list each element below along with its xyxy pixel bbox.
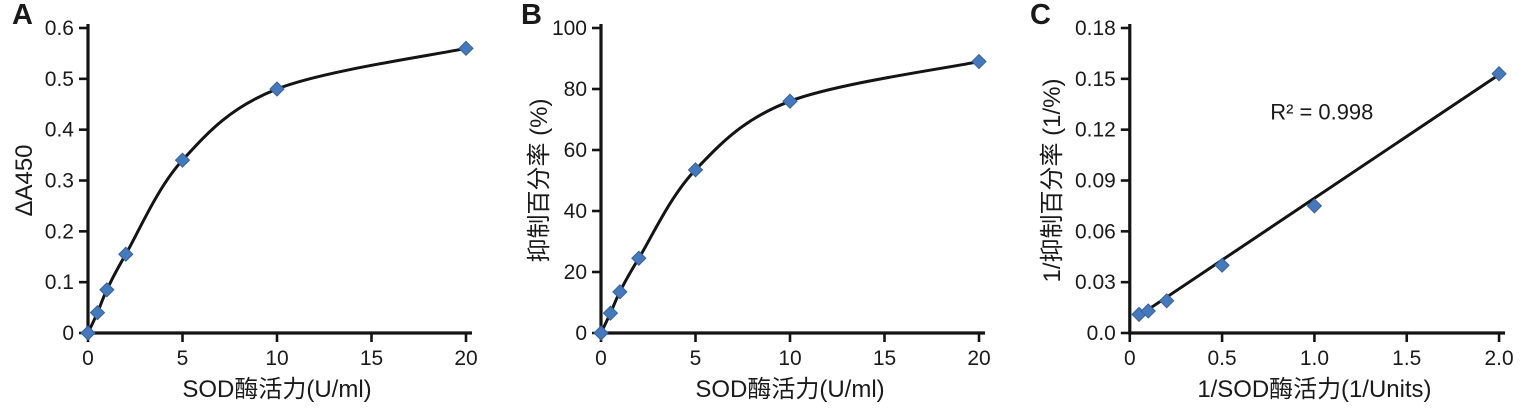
x-tick-label: 5 bbox=[690, 347, 702, 370]
y-tick-label: 0.09 bbox=[1075, 169, 1116, 192]
data-point bbox=[602, 305, 619, 321]
x-axis-title: SOD酶活力(U/ml) bbox=[182, 376, 371, 403]
y-tick-label: 0 bbox=[575, 322, 587, 345]
data-point bbox=[631, 250, 647, 266]
panel-c: 0 0.5 1.0 1.5 2.0 0.0 0.03 0.06 0.09 0.12 0.15 0.18… bbox=[1018, 0, 1526, 414]
y-tick-label: 40 bbox=[564, 200, 587, 223]
data-point bbox=[1214, 257, 1230, 273]
y-tick-label: 0.12 bbox=[1075, 119, 1116, 142]
x-tick-label: 20 bbox=[454, 347, 477, 370]
y-tick-label: 100 bbox=[552, 17, 587, 40]
x-tick-label: 10 bbox=[778, 347, 801, 370]
data-point bbox=[89, 304, 106, 321]
x-tick-label: 15 bbox=[360, 347, 383, 370]
x-tick-label: 0 bbox=[82, 347, 94, 370]
data-point bbox=[269, 81, 285, 97]
chart-b: 0 5 10 15 20 0 20 40 60 80 100 SOD酶活力(U/ml) 抑制百分率 (%… bbox=[521, 0, 991, 403]
x-axis-title: SOD酶活力(U/ml) bbox=[695, 376, 884, 403]
y-tick-label: 0.4 bbox=[45, 119, 75, 142]
y-tick-label: 20 bbox=[564, 261, 587, 284]
x-tick-label: 15 bbox=[873, 347, 896, 370]
y-tick-label: 80 bbox=[564, 78, 587, 101]
y-tick-label: 0.2 bbox=[45, 220, 74, 243]
data-point bbox=[687, 162, 704, 178]
y-tick-label: 0.3 bbox=[45, 170, 74, 193]
panel-label: B bbox=[521, 0, 542, 31]
panel-a: 0 5 10 15 20 0 0.1 0.2 0.3 0.4 0.5 0.6 SOD酶活力(U/ml) Δ… bbox=[0, 0, 509, 414]
y-axis-title: 抑制百分率 (%) bbox=[526, 99, 553, 263]
x-tick-label: 10 bbox=[265, 347, 288, 370]
y-tick-label: 0.06 bbox=[1075, 220, 1116, 243]
panel-b: 0 5 10 15 20 0 20 40 60 80 100 SOD酶活力(U/ml) 抑制百分率 (%… bbox=[509, 0, 1018, 414]
y-tick-label: 0.0 bbox=[1087, 322, 1116, 345]
data-point bbox=[174, 152, 191, 168]
data-point bbox=[80, 325, 96, 341]
data-point bbox=[971, 53, 987, 70]
chart-a: 0 5 10 15 20 0 0.1 0.2 0.3 0.4 0.5 0.6 SOD酶活力(U/ml) Δ… bbox=[11, 0, 478, 403]
data-point bbox=[458, 40, 474, 57]
x-tick-label: 1.5 bbox=[1392, 347, 1421, 370]
data-point bbox=[612, 284, 628, 300]
chart-c: 0 0.5 1.0 1.5 2.0 0.0 0.03 0.06 0.09 0.12 0.15 0.18… bbox=[1030, 0, 1514, 403]
y-tick-label: 0.15 bbox=[1075, 68, 1116, 91]
y-tick-label: 0.03 bbox=[1075, 271, 1116, 294]
x-axis-title: 1/SOD酶活力(1/Units) bbox=[1197, 376, 1431, 403]
data-point bbox=[1306, 198, 1323, 214]
y-tick-label: 60 bbox=[564, 139, 587, 162]
x-tick-label: 20 bbox=[967, 347, 990, 370]
x-tick-label: 0 bbox=[595, 347, 607, 370]
y-tick-label: 0.1 bbox=[45, 271, 74, 294]
panel-label: C bbox=[1030, 0, 1051, 31]
y-tick-label: 0 bbox=[62, 322, 74, 345]
x-tick-label: 0.5 bbox=[1208, 347, 1237, 370]
data-point bbox=[118, 246, 134, 262]
y-tick-label: 0.5 bbox=[45, 68, 74, 91]
x-tick-label: 1.0 bbox=[1300, 347, 1329, 370]
panel-label: A bbox=[12, 0, 33, 31]
y-axis-title: ΔA450 bbox=[11, 144, 38, 216]
data-point bbox=[1140, 303, 1156, 319]
trend-line bbox=[1135, 73, 1501, 319]
y-axis-title: 1/抑制百分率 (1/%) bbox=[1039, 79, 1066, 283]
x-tick-label: 2.0 bbox=[1484, 347, 1513, 370]
data-point bbox=[782, 93, 798, 109]
x-tick-label: 5 bbox=[177, 347, 189, 370]
data-point bbox=[1159, 293, 1175, 309]
data-point bbox=[1491, 66, 1507, 82]
r-squared-annotation: R² = 0.998 bbox=[1270, 99, 1373, 124]
y-tick-label: 0.18 bbox=[1075, 17, 1116, 40]
data-point bbox=[99, 282, 115, 298]
y-tick-label: 0.6 bbox=[45, 17, 74, 40]
data-point bbox=[593, 325, 609, 341]
x-tick-label: 0 bbox=[1124, 347, 1136, 370]
